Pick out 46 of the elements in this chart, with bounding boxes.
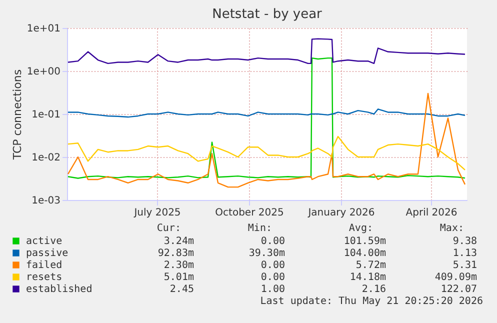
x-tick-label: July 2025	[133, 208, 181, 218]
line-series	[67, 57, 466, 179]
legend-label: active	[26, 236, 62, 247]
text: 0.00	[260, 272, 285, 283]
line-series	[67, 38, 466, 64]
y-tick-label: 1e-02	[32, 152, 60, 164]
line-series	[67, 136, 466, 171]
line-series	[67, 92, 466, 188]
text: Avg:	[348, 223, 373, 234]
text: 122.07	[440, 284, 477, 295]
y-tick-label: 1e+00	[26, 66, 60, 78]
legend-label: failed	[26, 260, 62, 271]
text: 101.59m	[344, 236, 386, 247]
text: 409.09m	[434, 272, 477, 283]
line-series	[67, 108, 466, 118]
text: 0.00	[260, 260, 285, 271]
y-axis-title: TCP connections	[10, 69, 24, 161]
text: 1.00	[260, 284, 285, 295]
x-tick-label: October 2025	[215, 208, 284, 218]
y-tick-label: 1e-03	[32, 196, 60, 206]
text: Cur:	[156, 223, 181, 234]
text: 5.72m	[356, 260, 386, 271]
text: 39.30m	[248, 248, 285, 259]
text: 9.38	[452, 236, 477, 247]
y-tick-label: 1e+01	[26, 24, 60, 34]
text: 3.24m	[164, 236, 194, 247]
x-tick-label: April 2026	[406, 208, 458, 218]
text: 14.18m	[350, 272, 386, 283]
text: 5.31	[452, 260, 477, 271]
text: 2.45	[170, 284, 194, 295]
text: 1.13	[452, 248, 477, 259]
text: 5.01m	[164, 272, 194, 283]
text: Max:	[440, 223, 464, 234]
text: Min:	[248, 223, 272, 234]
text: 2.30m	[164, 260, 194, 271]
text: 2.16	[362, 284, 386, 295]
text: Last update: Thu May 21 20:25:20 2026	[260, 296, 483, 307]
y-tick-label: 1e-01	[32, 110, 60, 120]
legend-label: established	[26, 284, 92, 295]
text: 0.00	[260, 236, 285, 247]
text: 92.83m	[158, 248, 194, 259]
legend-label: passive	[26, 248, 68, 259]
chart-title: Netstat - by year	[212, 7, 323, 22]
x-tick-label: January 2026	[307, 208, 375, 218]
legend-label: resets	[26, 272, 62, 283]
text: 104.00m	[344, 248, 386, 259]
